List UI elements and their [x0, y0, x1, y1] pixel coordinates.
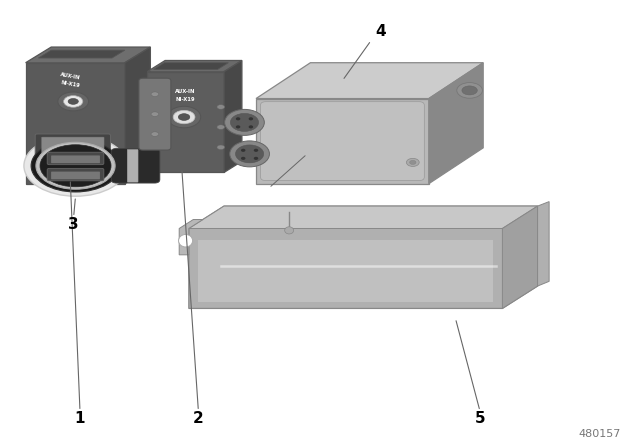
FancyBboxPatch shape — [139, 78, 171, 150]
FancyBboxPatch shape — [47, 152, 104, 165]
Ellipse shape — [40, 145, 111, 187]
Polygon shape — [256, 99, 429, 184]
Ellipse shape — [173, 110, 195, 124]
Ellipse shape — [406, 159, 419, 167]
FancyBboxPatch shape — [111, 148, 160, 183]
Polygon shape — [179, 220, 203, 255]
Polygon shape — [502, 206, 538, 309]
Polygon shape — [429, 63, 483, 184]
Polygon shape — [224, 60, 242, 172]
Text: AUX-IN: AUX-IN — [60, 73, 81, 81]
FancyBboxPatch shape — [260, 102, 424, 181]
Polygon shape — [189, 206, 538, 228]
Ellipse shape — [248, 125, 253, 129]
Ellipse shape — [151, 112, 159, 116]
Ellipse shape — [36, 142, 115, 189]
Ellipse shape — [151, 92, 159, 96]
Ellipse shape — [253, 157, 259, 160]
Ellipse shape — [236, 125, 241, 129]
Ellipse shape — [63, 95, 83, 107]
FancyBboxPatch shape — [42, 137, 104, 155]
Ellipse shape — [462, 86, 477, 95]
Text: 4: 4 — [376, 24, 386, 39]
Ellipse shape — [236, 117, 241, 121]
Text: NI-X19: NI-X19 — [175, 97, 195, 102]
Ellipse shape — [179, 234, 193, 247]
Polygon shape — [147, 60, 242, 72]
Ellipse shape — [24, 135, 127, 196]
Text: 480157: 480157 — [579, 429, 621, 439]
Polygon shape — [26, 47, 150, 63]
Ellipse shape — [230, 113, 259, 131]
FancyBboxPatch shape — [47, 168, 104, 181]
FancyBboxPatch shape — [51, 172, 100, 179]
Text: AUX-IN: AUX-IN — [175, 89, 196, 94]
Polygon shape — [189, 206, 538, 309]
Ellipse shape — [217, 105, 225, 109]
Ellipse shape — [151, 132, 159, 136]
FancyBboxPatch shape — [51, 155, 100, 163]
Ellipse shape — [236, 145, 264, 163]
Ellipse shape — [241, 149, 246, 152]
Ellipse shape — [217, 145, 225, 150]
Polygon shape — [256, 63, 483, 99]
Ellipse shape — [285, 227, 294, 234]
Ellipse shape — [31, 140, 120, 192]
Polygon shape — [147, 72, 224, 172]
Text: NI-X19: NI-X19 — [60, 80, 80, 89]
Text: 5: 5 — [475, 411, 485, 426]
Ellipse shape — [457, 82, 483, 98]
Text: ⌘: ⌘ — [60, 168, 67, 175]
Ellipse shape — [241, 157, 246, 160]
Ellipse shape — [230, 141, 269, 167]
Ellipse shape — [58, 92, 88, 111]
Polygon shape — [198, 240, 493, 302]
Text: 3: 3 — [68, 216, 79, 232]
Ellipse shape — [248, 117, 253, 121]
Ellipse shape — [217, 125, 225, 129]
Polygon shape — [26, 63, 125, 184]
Ellipse shape — [168, 106, 201, 128]
Ellipse shape — [68, 99, 78, 104]
Polygon shape — [154, 63, 228, 69]
Text: 2: 2 — [193, 411, 204, 426]
Polygon shape — [538, 202, 549, 286]
FancyBboxPatch shape — [127, 149, 138, 182]
Ellipse shape — [225, 109, 264, 135]
Ellipse shape — [410, 160, 416, 164]
Polygon shape — [125, 47, 150, 184]
Ellipse shape — [179, 114, 190, 121]
FancyBboxPatch shape — [35, 134, 111, 159]
Text: 1: 1 — [75, 411, 85, 426]
Ellipse shape — [253, 149, 259, 152]
Polygon shape — [38, 50, 125, 58]
